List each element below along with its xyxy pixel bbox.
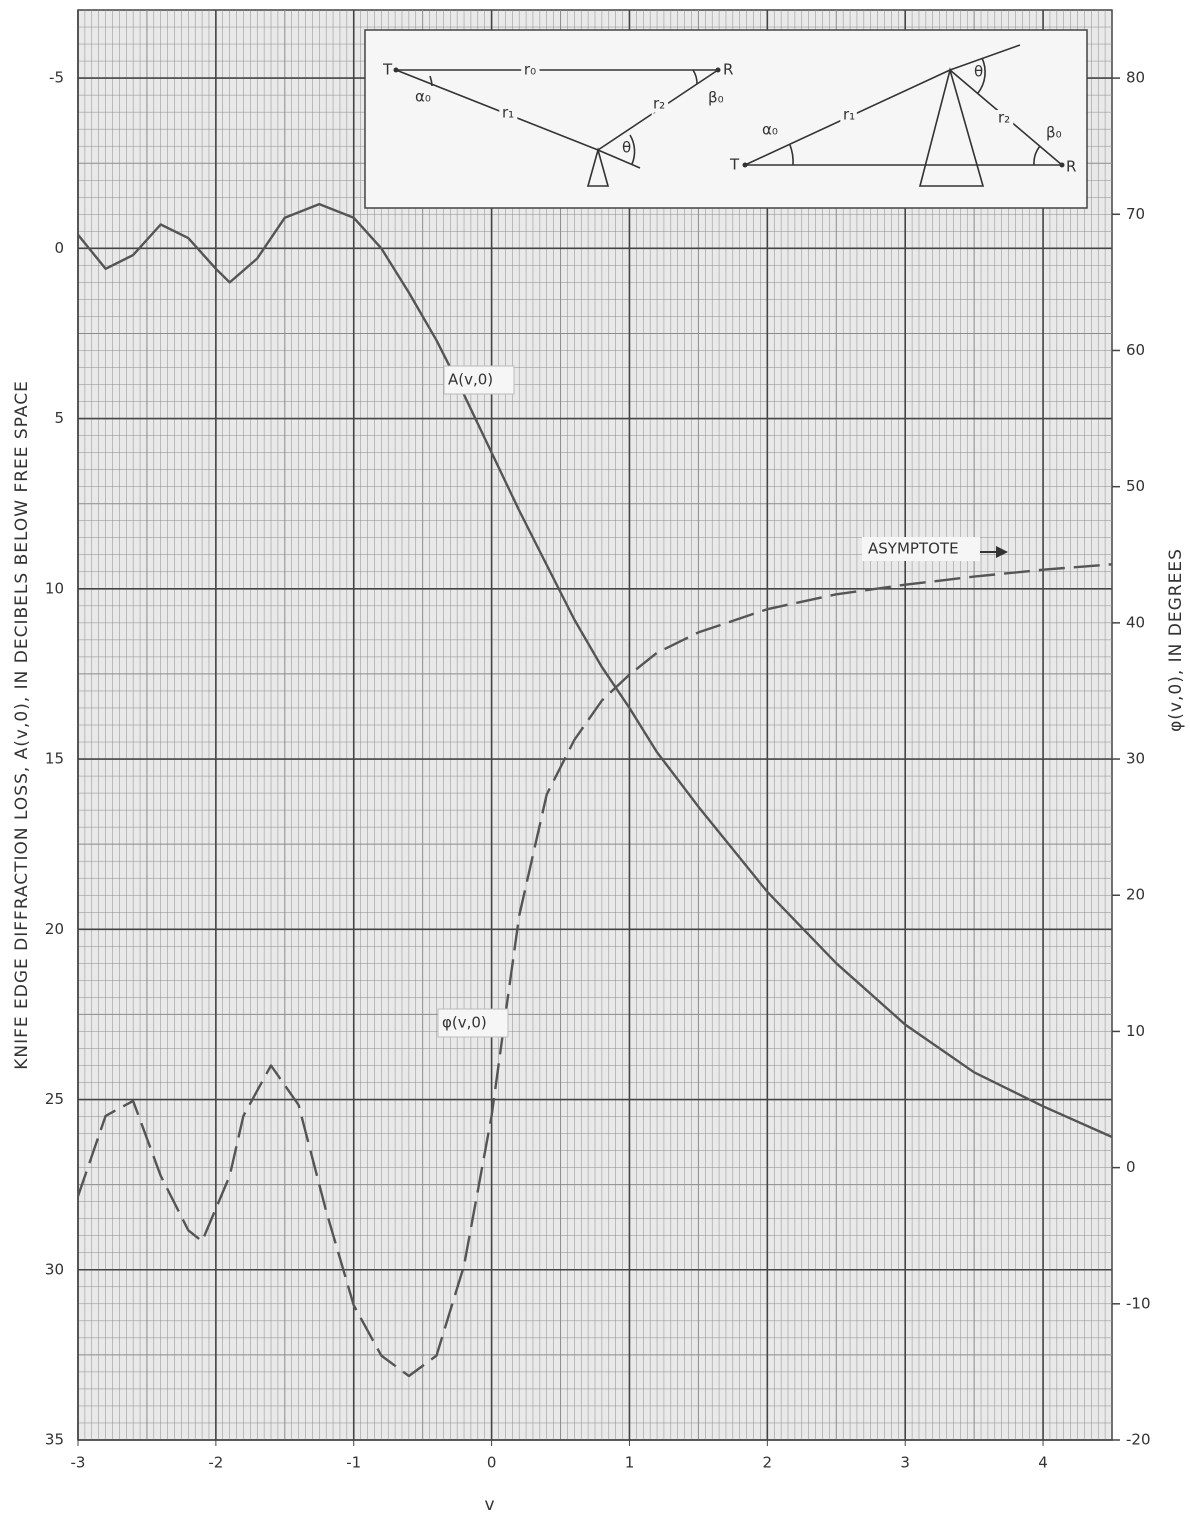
y-tick-label: 10 [45,579,64,597]
point [742,162,748,168]
x-axis-label: v [484,1495,495,1515]
inset-box [364,29,1088,209]
y-tick-label: 30 [45,1260,64,1278]
inset: T R r₀ r₁ r₂ α₀ β₀ θ T R r₁ r₂ α₀ β₀ θ [364,29,1088,209]
inset-label: α₀ [762,121,778,139]
y-tick-label: 20 [45,920,64,938]
label-box [443,365,515,395]
y-tick-label: 5 [54,409,64,427]
inset-label: T [382,61,393,79]
inset-line [597,69,719,151]
x-tick-label: 1 [625,1454,635,1472]
grid [77,10,1112,1441]
inset-label: r₁ [502,104,514,122]
point [393,67,399,73]
y2-tick-label: 60 [1126,341,1145,359]
y-tick-label: -5 [49,69,64,87]
y-tick-label: 15 [45,750,64,768]
curves [76,202,1113,1378]
inset-label: r₂ [998,109,1010,127]
y-tick-label: 35 [45,1431,64,1449]
inset-line [395,69,599,151]
label-box [862,537,980,561]
y-tick-label: 0 [54,239,64,257]
x-tick-label: 3 [900,1454,910,1472]
x-tick-label: 2 [763,1454,773,1472]
inset-label: r₂ [653,95,665,113]
point [1059,162,1065,168]
y2-tick-label: 10 [1126,1022,1145,1040]
inset-line [744,69,951,166]
inset-line [597,149,641,169]
inset-label: R [723,61,733,79]
knife-edge [918,66,985,187]
y2-tick-label: 50 [1126,477,1145,495]
arrowhead [996,546,1008,558]
inset-label: R [1066,158,1076,176]
y2-tick-label: 0 [1126,1158,1136,1176]
x-tick-label: 4 [1038,1454,1048,1472]
label-box [437,1008,509,1038]
y2-tick-label: -20 [1126,1431,1151,1449]
angle-arc [629,134,636,165]
asymptote-annotation: ASYMPTOTE [862,537,1008,561]
angle-arc [429,75,433,87]
y2-tick-label: 20 [1126,886,1145,904]
y2-tick-label: 40 [1126,613,1145,631]
inset-label: θ [974,63,983,81]
inset-label: θ [622,139,631,157]
annotation: ASYMPTOTE [868,540,959,558]
inset-line [949,69,1063,166]
y-tick-label: 25 [45,1090,64,1108]
series-label: φ(v,0) [442,1014,487,1032]
inset-label: r₀ [524,61,536,79]
angle-arc [1033,145,1041,166]
inset-label: r₁ [843,106,855,124]
x-tick-label: -1 [346,1454,361,1472]
data-line [77,202,1113,1139]
inset-label: α₀ [415,88,431,106]
y2-tick-label: 70 [1126,205,1145,223]
y2-axis-label: φ(v,0), IN DEGREES [1166,548,1186,732]
x-tick-label: 0 [487,1454,497,1472]
y2-tick-label: 30 [1126,750,1145,768]
y2-tick-label: 80 [1126,69,1145,87]
y-axis-label: KNIFE EDGE DIFFRACTION LOSS, A(v,0), IN … [12,380,32,1070]
inset-label: T [729,156,740,174]
x-tick-label: -3 [71,1454,86,1472]
angle-arc [977,57,986,94]
inset-label: β₀ [1046,124,1062,142]
angle-arc [692,69,698,85]
data-line [76,563,1113,1378]
series-label: A(v,0) [448,371,493,389]
y2-tick-label: -10 [1126,1294,1151,1312]
angle-arc [789,144,794,166]
x-tick-label: -2 [208,1454,223,1472]
inset-line [949,44,1021,71]
inset-label: β₀ [708,89,724,107]
point [715,67,721,73]
knife-edge [586,147,610,187]
